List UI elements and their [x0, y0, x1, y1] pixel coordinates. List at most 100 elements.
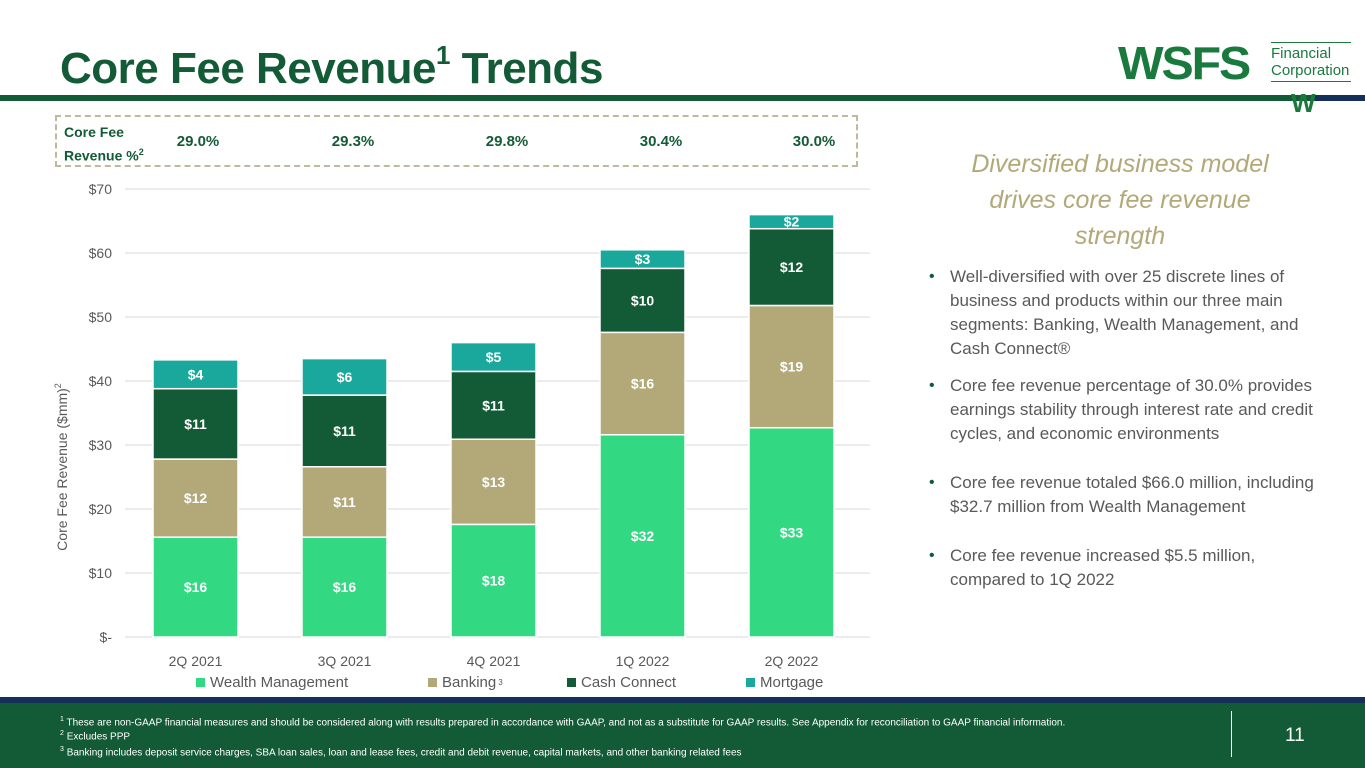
bar-segment — [152, 359, 239, 390]
bar-segment-label: $16 — [333, 579, 357, 595]
bar-segment-label: $10 — [631, 292, 655, 308]
bar-segment-label: $11 — [184, 416, 207, 432]
bullet-item: Well-diversified with over 25 discrete l… — [928, 265, 1328, 361]
logo-w-mark-icon: W — [1291, 88, 1316, 118]
footnote-text: These are non-GAAP financial measures an… — [66, 717, 1066, 729]
bar-stack: $18 $13 $11 $5 — [450, 341, 537, 638]
page-number: 11 — [1285, 725, 1305, 746]
footnote-2: 2 Excludes PPP — [60, 727, 130, 744]
y-tick-label: $20 — [89, 501, 113, 517]
y-tick-label: $50 — [89, 309, 113, 325]
tagline: Diversified business model drives core f… — [971, 150, 1269, 250]
bullet-list: Well-diversified with over 25 discrete l… — [928, 265, 1328, 592]
stacked-bar-chart: $-$10$20$30$40$50$60$70 $16$12$11$4$16$1… — [53, 181, 870, 669]
y-tick-label: $40 — [89, 373, 113, 389]
logo-sub-line2: Corporation — [1271, 62, 1350, 79]
bar-segment — [599, 249, 686, 270]
legend-footnote: 3 — [498, 678, 503, 687]
x-axis-ticks: 2Q 2021 3Q 2021 4Q 2021 1Q 2022 2Q 2022 — [169, 653, 819, 669]
x-tick-label: 2Q 2022 — [765, 653, 819, 669]
y-tick-label: $70 — [89, 181, 113, 197]
title-footnote-marker: 1 — [435, 40, 450, 70]
legend-label: Wealth Management — [210, 674, 349, 691]
bar-segment-label: $16 — [184, 579, 208, 595]
bar-segment-label: $32 — [631, 528, 655, 544]
bar-stack: $32 $16 $10 $3 — [599, 249, 686, 638]
pct-label-line1: Core Fee — [64, 124, 124, 140]
bar-segment-label: $4 — [188, 366, 204, 382]
legend-swatch-icon — [567, 678, 576, 687]
pct-value: 29.3% — [331, 133, 375, 150]
x-tick-label: 3Q 2021 — [318, 653, 372, 669]
bar-segment — [748, 426, 835, 638]
bar-stack: $16 $12 $11 $4 — [152, 359, 239, 638]
bar-segment — [599, 331, 686, 436]
logo-sub-line1: Financial — [1271, 45, 1332, 62]
chart-legend: Wealth Management Banking 3 Cash Connect … — [0, 674, 1000, 694]
pct-value: 29.0% — [176, 133, 220, 150]
footnote-text: Excludes PPP — [66, 731, 131, 743]
chart-bars: $16$12$11$4$16$11$11$6$18$13$11$5$32$16$… — [152, 213, 835, 638]
legend-swatch-icon — [428, 678, 437, 687]
y-tick-label: $30 — [89, 437, 113, 453]
bar-segment — [450, 341, 537, 373]
legend-item-banking: Banking 3 — [428, 674, 503, 691]
bar-segment — [301, 466, 388, 538]
footnote-marker: 3 — [60, 746, 64, 753]
footnote-3: 3 Banking includes deposit service charg… — [60, 743, 742, 760]
legend-item-mortgage: Mortgage — [746, 674, 823, 691]
title-rule-accent — [1315, 95, 1365, 101]
pct-value: 30.4% — [639, 133, 683, 150]
legend-label: Cash Connect — [581, 674, 677, 691]
bar-segment-label: $11 — [333, 494, 356, 510]
legend-label: Banking — [442, 674, 497, 691]
legend-swatch-icon — [746, 678, 755, 687]
bar-segment-label: $11 — [482, 397, 505, 413]
pct-value: 30.0% — [792, 133, 836, 150]
bar-segment — [301, 394, 388, 468]
y-axis-label-footnote: 2 — [53, 383, 63, 388]
footnote-marker: 2 — [60, 730, 64, 737]
y-tick-label: $10 — [89, 565, 113, 581]
x-tick-label: 1Q 2022 — [616, 653, 670, 669]
bar-stack: $33 $19 $12 $2 — [748, 213, 835, 638]
bar-segment-label: $12 — [780, 259, 804, 275]
x-tick-label: 2Q 2021 — [169, 653, 223, 669]
bullet-item: Core fee revenue increased $5.5 million,… — [928, 544, 1328, 592]
core-fee-pct-box: Core Fee Revenue %2 29.0% 29.3% 29.8% 30… — [55, 115, 858, 167]
pct-label-footnote: 2 — [138, 147, 144, 157]
footnote-1: 1 These are non-GAAP financial measures … — [60, 713, 1065, 730]
page-title: Core Fee Revenue1 Trends — [60, 40, 603, 94]
bar-segment-label: $13 — [482, 474, 506, 490]
footer-accent-bar — [0, 697, 1365, 703]
y-tick-label: $- — [100, 629, 113, 645]
bullet-item: Core fee revenue percentage of 30.0% pro… — [928, 374, 1328, 446]
bar-segment — [599, 434, 686, 638]
bar-segment-label: $19 — [780, 359, 804, 375]
bar-segment-label: $12 — [184, 490, 208, 506]
bar-segment-label: $18 — [482, 573, 506, 589]
pct-label-line2: Revenue % — [64, 147, 139, 164]
logo-subtitle: Financial Corporation — [1271, 42, 1351, 82]
bar-segment — [450, 523, 537, 638]
bar-segment-label: $5 — [486, 349, 502, 365]
pct-value: 29.8% — [485, 133, 529, 150]
legend-label: Mortgage — [760, 674, 824, 691]
wsfs-logo: WSFS Financial Corporation W — [1118, 37, 1351, 120]
bar-segment — [599, 267, 686, 334]
bar-segment — [152, 458, 239, 538]
footer-divider — [1231, 711, 1232, 757]
legend-item-wealth-management: Wealth Management — [196, 674, 348, 691]
x-tick-label: 4Q 2021 — [467, 653, 521, 669]
y-axis-label: Core Fee Revenue ($mm)2 — [53, 383, 70, 551]
bar-segment-label: $11 — [333, 423, 356, 439]
bar-segment — [748, 213, 835, 230]
y-axis-ticks: $- $10 $20 $30 $40 $50 $60 $70 — [89, 181, 113, 645]
footnote-text: Banking includes deposit service charges… — [66, 747, 742, 759]
bar-segment — [450, 438, 537, 526]
bar-segment — [301, 357, 388, 396]
bar-segment-label: $33 — [780, 524, 804, 540]
title-rule — [0, 95, 1365, 101]
y-tick-label: $60 — [89, 245, 113, 261]
logo-wordmark: WSFS — [1118, 37, 1251, 89]
